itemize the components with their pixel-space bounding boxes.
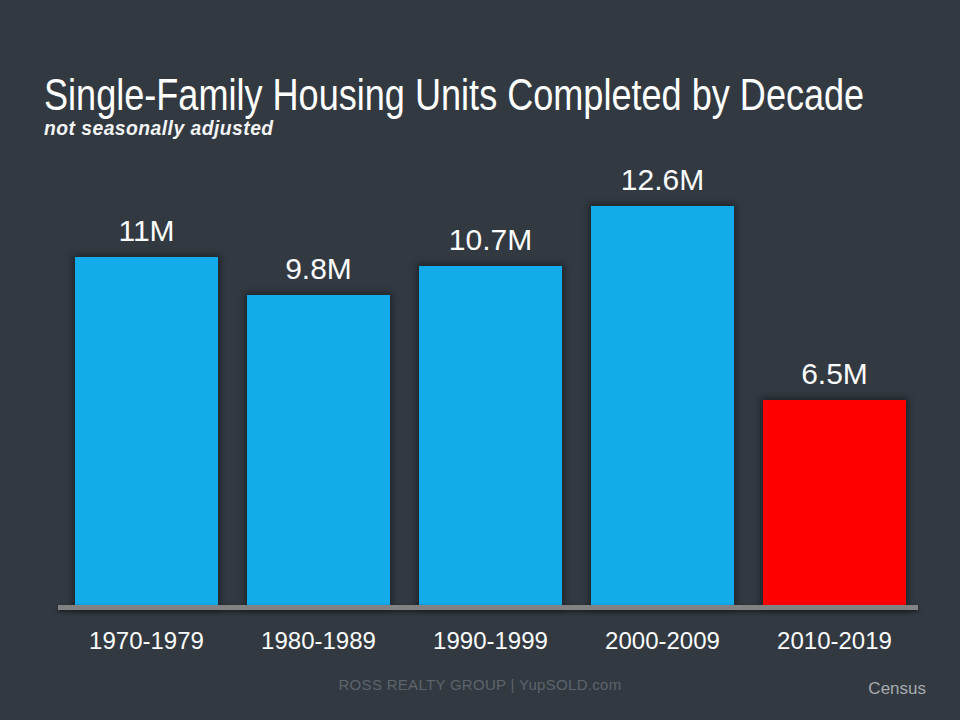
bar (419, 266, 562, 607)
bar-value-label: 9.8M (285, 254, 352, 284)
bar-column: 6.5M (763, 359, 906, 607)
bar (591, 206, 734, 607)
x-axis-labels: 1970-1979 1980-1989 1990-1999 2000-2009 2010… (75, 629, 906, 653)
bar-value-label: 6.5M (801, 359, 868, 389)
bar-column: 10.7M (419, 225, 562, 607)
x-axis-label: 2000-2009 (591, 629, 734, 653)
x-axis-label: 1970-1979 (75, 629, 218, 653)
bars-container: 11M 9.8M 10.7M 12.6M 6.5M (75, 150, 906, 607)
bar-value-label: 11M (118, 216, 174, 246)
bar-chart: 11M 9.8M 10.7M 12.6M 6.5M 1970-1979 1980-1989… (0, 0, 960, 720)
bar (75, 257, 218, 607)
bar (247, 295, 390, 607)
x-axis-label: 1990-1999 (419, 629, 562, 653)
bar-column: 11M (75, 216, 218, 607)
footer-branding: ROSS REALTY GROUP | YupSOLD.com (0, 676, 960, 693)
x-axis-label: 1980-1989 (247, 629, 390, 653)
slide: Single-Family Housing Units Completed by… (0, 0, 960, 720)
x-axis-label: 2010-2019 (763, 629, 906, 653)
source-label: Census (868, 679, 926, 699)
bar-value-label: 12.6M (621, 165, 704, 195)
x-axis-line (58, 605, 918, 610)
bar-value-label: 10.7M (449, 225, 532, 255)
bar-column: 12.6M (591, 165, 734, 607)
bar-column: 9.8M (247, 254, 390, 607)
bar (763, 400, 906, 607)
